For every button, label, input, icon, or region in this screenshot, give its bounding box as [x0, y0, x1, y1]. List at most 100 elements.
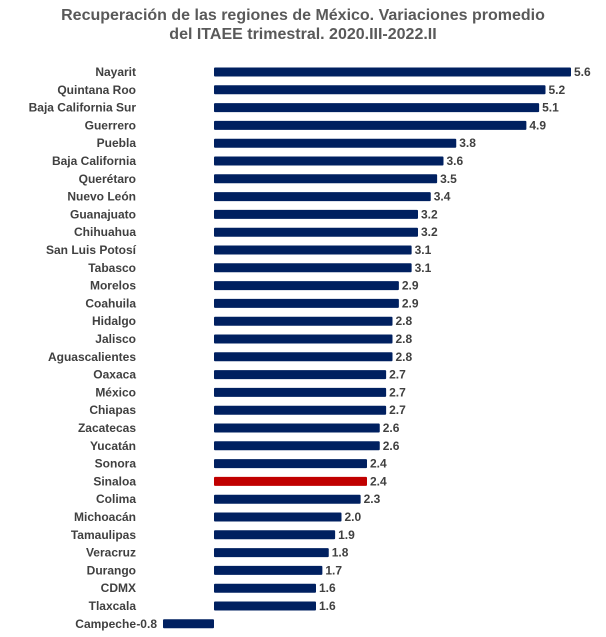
- category-label: Sonora: [95, 457, 137, 471]
- data-label: 2.4: [370, 474, 387, 488]
- category-label: Sinaloa: [93, 474, 136, 488]
- bar: [214, 281, 399, 291]
- data-label: 1.6: [319, 599, 336, 613]
- data-label: 1.9: [338, 528, 355, 542]
- chart-title-line-2: del ITAEE trimestral. 2020.III-2022.II: [169, 26, 437, 43]
- category-label: Durango: [87, 563, 136, 577]
- data-label: 2.7: [389, 403, 406, 417]
- category-label: San Luis Potosí: [46, 243, 137, 257]
- bar: [214, 156, 444, 166]
- data-label: 3.1: [415, 261, 432, 275]
- data-label: 2.6: [383, 421, 400, 435]
- bar: [214, 209, 418, 219]
- bar: [214, 565, 323, 575]
- data-label: 2.9: [402, 296, 419, 310]
- bar: [214, 263, 412, 273]
- bar: [214, 370, 387, 380]
- data-label: 2.7: [389, 385, 406, 399]
- category-label: México: [95, 385, 136, 399]
- category-label: Campeche: [75, 617, 136, 631]
- data-label: 2.7: [389, 368, 406, 382]
- category-label: Michoacán: [74, 510, 136, 524]
- chart-title: Recuperación de las regiones de México. …: [0, 6, 606, 44]
- bar: [214, 352, 393, 362]
- category-label: Coahuila: [85, 296, 136, 310]
- bar: [214, 192, 431, 202]
- data-label: 3.8: [459, 136, 476, 150]
- data-label: 2.4: [370, 457, 387, 471]
- chart-title-line-1: Recuperación de las regiones de México. …: [61, 7, 545, 24]
- category-label: Chiapas: [89, 403, 136, 417]
- bar: [214, 583, 316, 593]
- bar: [214, 120, 527, 130]
- bar: [214, 103, 540, 113]
- category-label: Guerrero: [85, 118, 136, 132]
- category-label: Colima: [96, 492, 136, 506]
- bar: [214, 476, 367, 486]
- category-label: Zacatecas: [78, 421, 136, 435]
- category-label: Yucatán: [90, 439, 136, 453]
- data-label: 2.8: [396, 332, 413, 346]
- bar: [214, 298, 399, 308]
- data-label: 3.5: [440, 172, 457, 186]
- data-label: 3.2: [421, 225, 438, 239]
- data-label: 3.6: [447, 154, 464, 168]
- data-label: 5.2: [549, 83, 566, 97]
- bar: [214, 548, 329, 558]
- bar: [214, 387, 387, 397]
- bar: [214, 316, 393, 326]
- category-label: Puebla: [97, 136, 137, 150]
- category-label: Baja California: [52, 154, 136, 168]
- data-label: 2.8: [396, 314, 413, 328]
- data-label: 1.7: [325, 563, 342, 577]
- bar: [214, 459, 367, 469]
- category-label: Nayarit: [95, 65, 136, 79]
- category-label: Tamaulipas: [71, 528, 136, 542]
- data-label: 5.1: [542, 101, 559, 115]
- category-label: Veracruz: [86, 546, 136, 560]
- data-label: 3.4: [434, 190, 451, 204]
- bar: [214, 227, 418, 237]
- category-label: Jalisco: [95, 332, 136, 346]
- category-label: Quintana Roo: [57, 83, 136, 97]
- bar: [214, 245, 412, 255]
- data-label: 2.8: [396, 350, 413, 364]
- bar: [214, 494, 361, 504]
- bar: [214, 85, 546, 95]
- data-label: 2.3: [364, 492, 381, 506]
- bar: [214, 174, 438, 184]
- data-label: 3.1: [415, 243, 432, 257]
- category-label: Morelos: [90, 279, 136, 293]
- data-label: 2.6: [383, 439, 400, 453]
- bar: [214, 405, 387, 415]
- bar: [214, 138, 457, 148]
- category-label: Oaxaca: [93, 368, 136, 382]
- category-label: Tabasco: [88, 261, 136, 275]
- category-label: Chihuahua: [74, 225, 136, 239]
- bar: [214, 334, 393, 344]
- data-label: 3.2: [421, 207, 438, 221]
- bar: [214, 530, 336, 540]
- data-label: 2.9: [402, 279, 419, 293]
- data-label: -0.8: [136, 617, 157, 631]
- category-label: Tlaxcala: [89, 599, 137, 613]
- bar: [214, 423, 380, 433]
- category-label: Guanajuato: [70, 207, 136, 221]
- data-label: 5.6: [574, 65, 591, 79]
- category-label: Hidalgo: [92, 314, 136, 328]
- data-label: 1.6: [319, 581, 336, 595]
- bar: [214, 601, 316, 611]
- category-label: Nuevo León: [67, 190, 136, 204]
- category-label: Aguascalientes: [48, 350, 136, 364]
- data-label: 1.8: [332, 546, 349, 560]
- category-label: CDMX: [101, 581, 136, 595]
- data-label: 2.0: [345, 510, 362, 524]
- bar: [214, 441, 380, 451]
- category-label: Querétaro: [79, 172, 136, 186]
- category-label: Baja California Sur: [29, 101, 137, 115]
- bar: [163, 619, 214, 629]
- bar: [214, 512, 342, 522]
- bar: [214, 67, 571, 77]
